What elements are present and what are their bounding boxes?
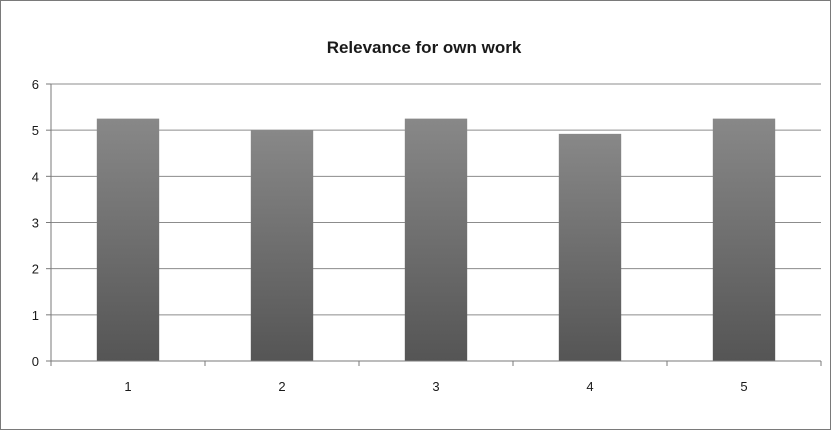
- x-tick-label: 5: [740, 379, 747, 394]
- x-tick-label: 2: [278, 379, 285, 394]
- x-tick-label: 3: [432, 379, 439, 394]
- y-tick-label: 3: [32, 216, 39, 231]
- y-tick-label: 2: [32, 262, 39, 277]
- y-tick-label: 5: [32, 123, 39, 138]
- y-tick-label: 6: [32, 77, 39, 92]
- x-tick-label: 1: [124, 379, 131, 394]
- y-tick-label: 4: [32, 169, 39, 184]
- bar: [96, 118, 160, 361]
- y-tick-label: 1: [32, 308, 39, 323]
- axes: [46, 83, 822, 366]
- chart-title: Relevance for own work: [327, 38, 522, 57]
- y-tick-label: 0: [32, 354, 39, 369]
- x-tick-label: 4: [586, 379, 593, 394]
- bar: [250, 130, 314, 361]
- bar: [712, 118, 776, 361]
- tick-labels: 0 1 2 3 4 5 6 1 2 3 4 5: [32, 77, 748, 394]
- bar: [558, 133, 622, 361]
- bars: [96, 118, 776, 361]
- bar: [404, 118, 468, 361]
